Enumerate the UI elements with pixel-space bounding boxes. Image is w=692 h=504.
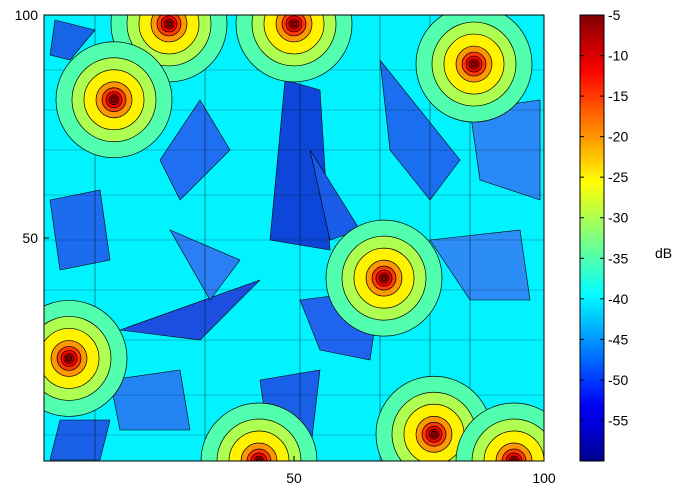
colorbar-tick-label: -40 — [608, 291, 628, 307]
contour-ring — [430, 430, 438, 438]
source-hotspot — [200, 402, 318, 461]
x-axis: 50 100 — [286, 456, 556, 486]
contour-ring — [65, 355, 73, 362]
colorbar-tick-label: -30 — [608, 210, 628, 226]
source-hotspots — [44, 15, 544, 461]
contour-ring — [470, 60, 478, 68]
x-tick-label: 100 — [532, 470, 556, 486]
source-hotspot — [44, 300, 128, 417]
source-hotspot — [455, 402, 544, 461]
colorbar-tick-label: -45 — [608, 331, 628, 347]
colorbar-gradient — [579, 14, 605, 462]
plot-area — [43, 14, 545, 462]
colorbar-tick-label: -50 — [608, 372, 628, 388]
source-hotspot — [325, 219, 443, 337]
source-hotspot — [415, 15, 533, 123]
y-tick-label: 50 — [22, 230, 38, 246]
colorbar-tick-label: -35 — [608, 250, 628, 266]
colorbar-label: dB — [655, 245, 672, 261]
y-axis: 50 100 — [15, 7, 49, 246]
low-level-regions — [49, 19, 541, 461]
x-tick-label: 50 — [286, 470, 302, 486]
contour-ring — [110, 96, 118, 104]
contour-ring — [255, 457, 263, 461]
colorbar: -5 -10 -15 -20 -25 -30 -35 -40 -45 -50 -55 dB — [579, 7, 672, 462]
source-hotspot — [55, 41, 173, 159]
contour-ring — [510, 457, 518, 461]
colorbar-tick-label: -5 — [608, 7, 621, 23]
contour-ring — [380, 274, 388, 282]
contour-ring — [290, 20, 298, 28]
source-hotspot — [235, 15, 353, 83]
colorbar-ticks: -5 -10 -15 -20 -25 -30 -35 -40 -45 -50 -55 — [580, 7, 628, 428]
colorbar-tick-label: -20 — [608, 129, 628, 145]
colorbar-tick-label: -25 — [608, 169, 628, 185]
colorbar-tick-label: -15 — [608, 88, 628, 104]
colorbar-tick-label: -10 — [608, 48, 628, 64]
y-tick-label: 100 — [15, 7, 39, 23]
colorbar-tick-label: -55 — [608, 412, 628, 428]
contour-ring — [165, 20, 173, 28]
